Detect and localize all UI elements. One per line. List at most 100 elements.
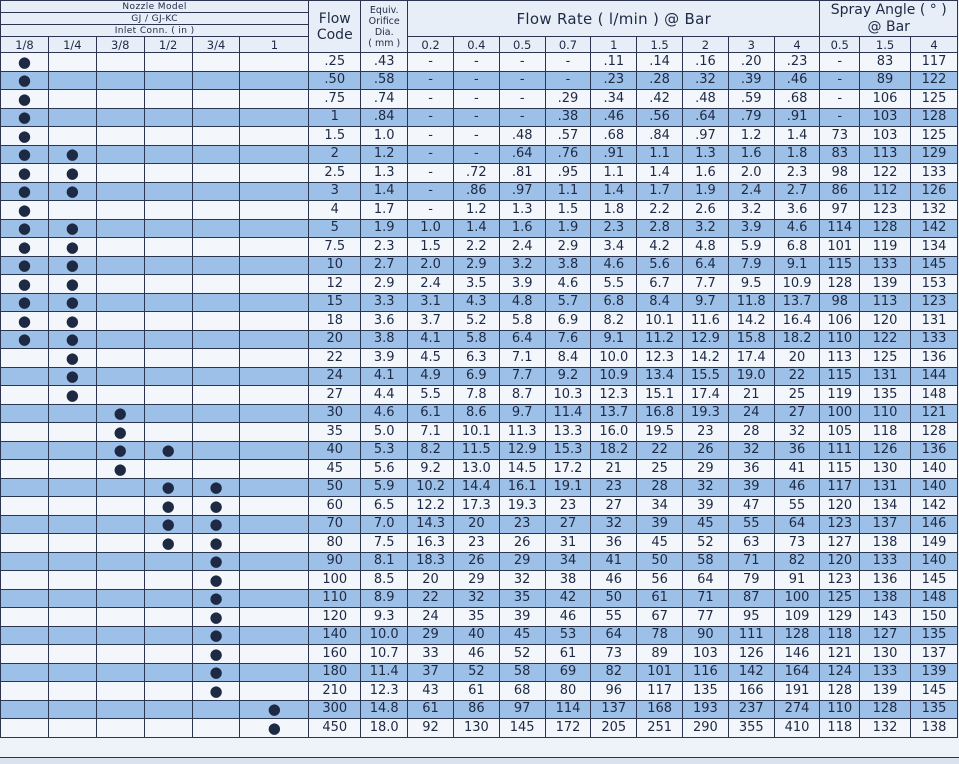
flow-rate-cell: 50 bbox=[636, 551, 684, 571]
flow-rate-cell: .79 bbox=[727, 107, 775, 127]
spray-angle-cell: 149 bbox=[910, 533, 958, 553]
flow-code-cell: 10 bbox=[308, 255, 362, 275]
inlet-cell bbox=[95, 533, 145, 553]
inlet-cell bbox=[143, 292, 193, 312]
flow-rate-cell: 15.5 bbox=[682, 366, 729, 386]
pressure-heading: 0.7 bbox=[544, 36, 592, 53]
orifice-cell: 4.6 bbox=[360, 403, 409, 423]
flow-rate-cell: - bbox=[498, 107, 546, 127]
spray-angle-cell: 128 bbox=[819, 681, 861, 701]
orifice-cell: 2.9 bbox=[360, 274, 409, 294]
flow-rate-cell: 5.7 bbox=[544, 292, 592, 312]
flow-rate-cell: 193 bbox=[682, 699, 729, 719]
inlet-cell bbox=[143, 551, 193, 571]
inlet-cell bbox=[47, 588, 97, 608]
inlet-cell bbox=[0, 570, 49, 590]
inlet-cell bbox=[143, 570, 193, 590]
inlet-cell bbox=[239, 144, 310, 164]
spray-angle-cell: 83 bbox=[859, 52, 912, 72]
flow-rate-cell: 137 bbox=[590, 699, 638, 719]
inlet-cell bbox=[239, 403, 310, 423]
flow-rate-cell: 17.4 bbox=[682, 385, 729, 405]
inlet-cell bbox=[47, 644, 97, 664]
flow-rate-cell: 410 bbox=[773, 718, 821, 738]
spray-angle-cell: 98 bbox=[819, 163, 861, 183]
inlet-cell bbox=[239, 70, 310, 90]
spray-angle-cell: 133 bbox=[859, 551, 912, 571]
flow-rate-cell: 9.1 bbox=[590, 329, 638, 349]
inlet-dot: ● bbox=[191, 477, 241, 497]
flow-rate-cell: 9.5 bbox=[727, 274, 775, 294]
flow-rate-cell: 21 bbox=[727, 385, 775, 405]
spray-angle-line2: @ Bar bbox=[867, 18, 910, 35]
flow-rate-cell: 15.8 bbox=[727, 329, 775, 349]
flow-code-line2: Code bbox=[316, 26, 353, 43]
spray-angle-cell: 131 bbox=[910, 311, 958, 331]
flow-rate-cell: 1.7 bbox=[636, 181, 684, 201]
inlet-cell bbox=[191, 329, 241, 349]
flow-rate-cell: 20 bbox=[773, 348, 821, 368]
inlet-cell bbox=[143, 163, 193, 183]
flow-rate-cell: 10.9 bbox=[590, 366, 638, 386]
flow-rate-cell: 4.1 bbox=[407, 329, 454, 349]
inlet-cell bbox=[0, 348, 49, 368]
flow-rate-cell: 43 bbox=[407, 681, 454, 701]
spray-angle-cell: 139 bbox=[859, 681, 912, 701]
spray-angle-cell: 110 bbox=[819, 699, 861, 719]
orifice-cell: 5.6 bbox=[360, 459, 409, 479]
spray-angle-cell: 89 bbox=[859, 70, 912, 90]
flow-code-cell: 20 bbox=[308, 329, 362, 349]
inlet-cell bbox=[239, 311, 310, 331]
spray-angle-cell: 126 bbox=[859, 440, 912, 460]
inlet-dot: ● bbox=[47, 218, 97, 238]
orifice-cell: 7.0 bbox=[360, 514, 409, 534]
flow-rate-cell: 97 bbox=[498, 699, 546, 719]
spray-angle-cell: 145 bbox=[910, 681, 958, 701]
flow-rate-cell: 1.2 bbox=[452, 200, 500, 220]
inlet-cell bbox=[0, 440, 49, 460]
spray-angle-cell: 117 bbox=[819, 477, 861, 497]
inlet-cell bbox=[239, 200, 310, 220]
flow-rate-cell: 2.0 bbox=[727, 163, 775, 183]
spray-angle-cell: 136 bbox=[859, 570, 912, 590]
orifice-cell: 2.7 bbox=[360, 255, 409, 275]
flow-rate-cell: 29 bbox=[407, 625, 454, 645]
table-row: ● 22 3.9 4.5 6.3 7.1 8.4 10.0 12.3 14.2 17.4 20 113 1… bbox=[0, 348, 958, 368]
flow-rate-cell: 7.7 bbox=[498, 366, 546, 386]
spray-angle-cell: 135 bbox=[910, 699, 958, 719]
inlet-dot: ● bbox=[47, 274, 97, 294]
flow-rate-cell: .56 bbox=[636, 107, 684, 127]
inlet-cell bbox=[143, 625, 193, 645]
inlet-cell bbox=[95, 237, 145, 257]
flow-rate-cell: .48 bbox=[498, 126, 546, 146]
spray-angle-cell: 129 bbox=[910, 144, 958, 164]
flow-code-cell: 15 bbox=[308, 292, 362, 312]
flow-rate-cell: .11 bbox=[590, 52, 638, 72]
flow-rate-cell: 26 bbox=[682, 440, 729, 460]
flow-rate-cell: - bbox=[498, 52, 546, 72]
spray-angle-cell: 132 bbox=[859, 718, 912, 738]
inlet-cell bbox=[191, 718, 241, 738]
flow-rate-cell: 1.2 bbox=[727, 126, 775, 146]
spray-angle-cell: 120 bbox=[819, 551, 861, 571]
orifice-cell: 7.5 bbox=[360, 533, 409, 553]
flow-rate-cell: 14.4 bbox=[452, 477, 500, 497]
inlet-cell bbox=[191, 366, 241, 386]
flow-rate-cell: 36 bbox=[590, 533, 638, 553]
spray-angle-cell: 113 bbox=[859, 144, 912, 164]
flow-rate-cell: 11.5 bbox=[452, 440, 500, 460]
flow-rate-cell: 1.8 bbox=[590, 200, 638, 220]
flow-rate-cell: 2.4 bbox=[498, 237, 546, 257]
inlet-cell bbox=[47, 89, 97, 109]
inlet-cell bbox=[191, 403, 241, 423]
inlet-cell bbox=[239, 237, 310, 257]
flow-rate-cell: 9.7 bbox=[498, 403, 546, 423]
flow-rate-cell: 1.9 bbox=[544, 218, 592, 238]
flow-rate-cell: 68 bbox=[498, 681, 546, 701]
flow-rate-cell: 18.3 bbox=[407, 551, 454, 571]
inlet-dot: ● bbox=[143, 514, 193, 534]
spray-angle-cell: 105 bbox=[819, 422, 861, 442]
flow-rate-cell: .16 bbox=[682, 52, 729, 72]
flow-rate-cell: - bbox=[498, 70, 546, 90]
